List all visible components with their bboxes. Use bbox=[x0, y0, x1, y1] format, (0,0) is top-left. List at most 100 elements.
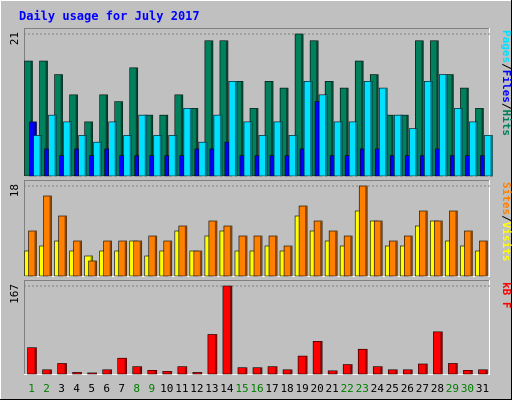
bar-shade-hits-day-31 bbox=[481, 108, 484, 176]
bar-shade-kbytes-day-4 bbox=[79, 372, 82, 374]
bar-shade-sites-day-29 bbox=[455, 211, 458, 276]
x-tick-label-day-25: 25 bbox=[386, 382, 399, 395]
bar-shade-pages-day-8 bbox=[144, 115, 147, 176]
bar-shade-pages-day-4 bbox=[84, 135, 87, 176]
bar-shade-kbytes-day-5 bbox=[94, 372, 97, 374]
bar-shade-hits-day-11 bbox=[180, 94, 183, 176]
bar-shade-sites-day-13 bbox=[214, 221, 217, 276]
bar-shade-hits-day-17 bbox=[271, 81, 274, 176]
bar-shade-pages-day-7 bbox=[129, 135, 132, 176]
y-max-label: 167 bbox=[8, 284, 21, 304]
bar-shade-kbytes-day-7 bbox=[124, 358, 127, 374]
x-tick-label-day-14: 14 bbox=[220, 382, 234, 395]
bar-shade-pages-day-12 bbox=[204, 142, 207, 176]
bar-shade-kbytes-day-19 bbox=[305, 356, 308, 374]
x-tick-label-day-31: 31 bbox=[476, 382, 489, 395]
bar-shade-pages-day-14 bbox=[234, 81, 237, 176]
bar-shade-hits-day-5 bbox=[90, 121, 93, 176]
bar-shade-kbytes-day-27 bbox=[425, 363, 428, 374]
bar-shade-sites-day-22 bbox=[350, 236, 353, 276]
bar-shade-sites-day-19 bbox=[305, 206, 308, 276]
bar-shade-sites-day-14 bbox=[229, 226, 232, 276]
bar-shade-kbytes-day-20 bbox=[320, 341, 323, 374]
bar-shade-sites-day-18 bbox=[290, 246, 293, 276]
y-max-label: 18 bbox=[8, 184, 21, 197]
bar-shade-hits-day-22 bbox=[346, 88, 349, 176]
legend-visits-sites: Sites/Visits bbox=[500, 182, 512, 262]
bar-shade-hits-day-30 bbox=[466, 88, 469, 176]
bar-shade-sites-day-31 bbox=[485, 241, 488, 276]
bar-shade-kbytes-day-12 bbox=[199, 372, 202, 374]
chart-title: Daily usage for July 2017 bbox=[19, 9, 200, 23]
bar-shade-kbytes-day-24 bbox=[380, 366, 383, 374]
plot-area-kbytes bbox=[24, 280, 490, 375]
legend-item-separator: / bbox=[500, 215, 512, 222]
x-tick-label-day-18: 18 bbox=[280, 382, 293, 395]
bar-shade-kbytes-day-30 bbox=[470, 370, 473, 374]
x-tick-label-day-1: 1 bbox=[28, 382, 35, 395]
panel-visits-sites: 18 Sites/Visits bbox=[8, 180, 512, 277]
bar-shade-hits-day-1 bbox=[30, 61, 33, 176]
bar-shade-kbytes-day-14 bbox=[229, 286, 232, 374]
y-max-label: 21 bbox=[8, 32, 21, 45]
bar-shade-sites-day-16 bbox=[260, 236, 262, 276]
x-tick-label-day-5: 5 bbox=[88, 382, 95, 395]
bar-shade-kbytes-day-16 bbox=[260, 367, 262, 374]
bar-shade-pages-day-1 bbox=[39, 135, 42, 176]
bar-shade-hits-day-26 bbox=[406, 115, 409, 176]
bar-shade-sites-day-24 bbox=[380, 221, 383, 276]
x-tick-label-day-27: 27 bbox=[416, 382, 429, 395]
legend-item-visits: Visits bbox=[500, 222, 512, 262]
bar-shade-kbytes-day-28 bbox=[440, 331, 443, 374]
bar-shade-pages-day-28 bbox=[445, 74, 448, 176]
x-tick-label-day-11: 11 bbox=[175, 382, 188, 395]
bar-shade-hits-day-13 bbox=[210, 40, 213, 177]
bar-shade-pages-day-29 bbox=[460, 108, 463, 176]
x-tick-label-day-21: 21 bbox=[326, 382, 339, 395]
bar-shade-kbytes-day-8 bbox=[139, 366, 142, 374]
bar-shade-sites-day-1 bbox=[34, 231, 37, 276]
x-tick-label-day-9: 9 bbox=[148, 382, 155, 395]
bar-shade-hits-day-12 bbox=[195, 108, 198, 176]
bar-shade-hits-day-23 bbox=[361, 61, 364, 176]
bar-shade-pages-day-3 bbox=[69, 121, 72, 176]
bar-shade-kbytes-day-13 bbox=[214, 334, 217, 374]
bar-shade-kbytes-day-15 bbox=[244, 367, 247, 374]
bar-shade-pages-day-24 bbox=[385, 88, 388, 176]
x-tick-label-day-26: 26 bbox=[401, 382, 414, 395]
bar-shade-sites-day-25 bbox=[395, 241, 398, 276]
legend-item-separator: / bbox=[500, 103, 512, 110]
bar-shade-pages-day-15 bbox=[249, 121, 252, 176]
bar-shade-hits-day-19 bbox=[301, 34, 304, 176]
bar-shade-pages-day-16 bbox=[265, 135, 267, 176]
bar-shade-sites-day-30 bbox=[470, 231, 473, 276]
legend-item-files: Files bbox=[500, 70, 512, 103]
bar-shade-pages-day-17 bbox=[280, 121, 283, 176]
bar-shade-kbytes-day-11 bbox=[184, 366, 187, 374]
x-tick-label-day-4: 4 bbox=[73, 382, 80, 395]
bar-shade-pages-day-30 bbox=[475, 121, 478, 176]
bar-shade-hits-day-9 bbox=[150, 115, 153, 176]
bar-shade-kbytes-day-31 bbox=[485, 369, 488, 374]
x-tick-label-day-13: 13 bbox=[205, 382, 218, 395]
bar-shade-pages-day-22 bbox=[355, 121, 358, 176]
x-tick-label-day-3: 3 bbox=[58, 382, 65, 395]
bar-shade-pages-day-10 bbox=[174, 135, 177, 176]
bar-shade-sites-day-9 bbox=[154, 236, 157, 276]
legend-hits-files-pages: Pages/Files/Hits bbox=[500, 30, 512, 136]
bar-shade-pages-day-21 bbox=[340, 121, 343, 176]
x-tick-label-day-30: 30 bbox=[461, 382, 474, 395]
bar-shade-hits-day-7 bbox=[120, 101, 123, 176]
bar-shade-pages-day-5 bbox=[99, 142, 102, 176]
legend-item-separator: / bbox=[500, 63, 512, 70]
bar-shade-kbytes-day-26 bbox=[410, 369, 413, 374]
x-tick-label-day-22: 22 bbox=[341, 382, 354, 395]
x-tick-label-day-19: 19 bbox=[295, 382, 308, 395]
bar-shade-kbytes-day-17 bbox=[275, 366, 278, 374]
bar-shade-hits-day-10 bbox=[165, 115, 168, 176]
bar-shade-hits-day-4 bbox=[75, 94, 78, 176]
x-tick-label-day-12: 12 bbox=[190, 382, 203, 395]
bar-shade-sites-day-20 bbox=[320, 221, 323, 276]
panel-hits-files-pages: 21 Pages/Files/Hits bbox=[8, 28, 512, 177]
